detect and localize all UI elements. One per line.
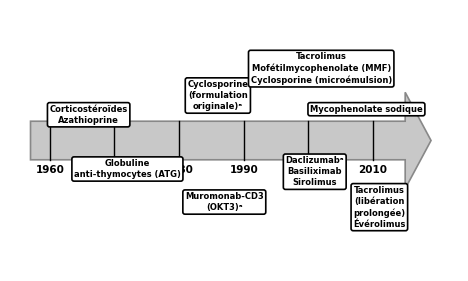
- Text: Corticostéroïdes
Azathioprine: Corticostéroïdes Azathioprine: [50, 105, 128, 125]
- Text: 2010: 2010: [358, 165, 388, 175]
- Text: 2000: 2000: [294, 165, 323, 175]
- Text: 1990: 1990: [229, 165, 258, 175]
- Text: Daclizumabᵃ
Basiliximab
Sirolimus: Daclizumabᵃ Basiliximab Sirolimus: [285, 156, 344, 187]
- Text: Cyclosporine
(formulation
originale)ᵃ: Cyclosporine (formulation originale)ᵃ: [187, 80, 249, 111]
- Polygon shape: [30, 92, 431, 189]
- Text: Mycophenolate sodique: Mycophenolate sodique: [310, 105, 423, 114]
- Text: 1980: 1980: [165, 165, 194, 175]
- Text: Tacrolimus
(libération
prolongée)
Évérolimus: Tacrolimus (libération prolongée) Évéro…: [353, 186, 406, 229]
- Text: Muromonab-CD3
(OKT3)ᵃ: Muromonab-CD3 (OKT3)ᵃ: [185, 192, 263, 212]
- Text: 1970: 1970: [100, 165, 129, 175]
- Text: 1960: 1960: [36, 165, 64, 175]
- Text: Tacrolimus
Mofétilmycophenolate (MMF)
Cyclosporine (microémulsion): Tacrolimus Mofétilmycophenolate (MMF) Cy…: [250, 52, 392, 85]
- Text: Globuline
anti-thymocytes (ATG): Globuline anti-thymocytes (ATG): [74, 159, 181, 179]
